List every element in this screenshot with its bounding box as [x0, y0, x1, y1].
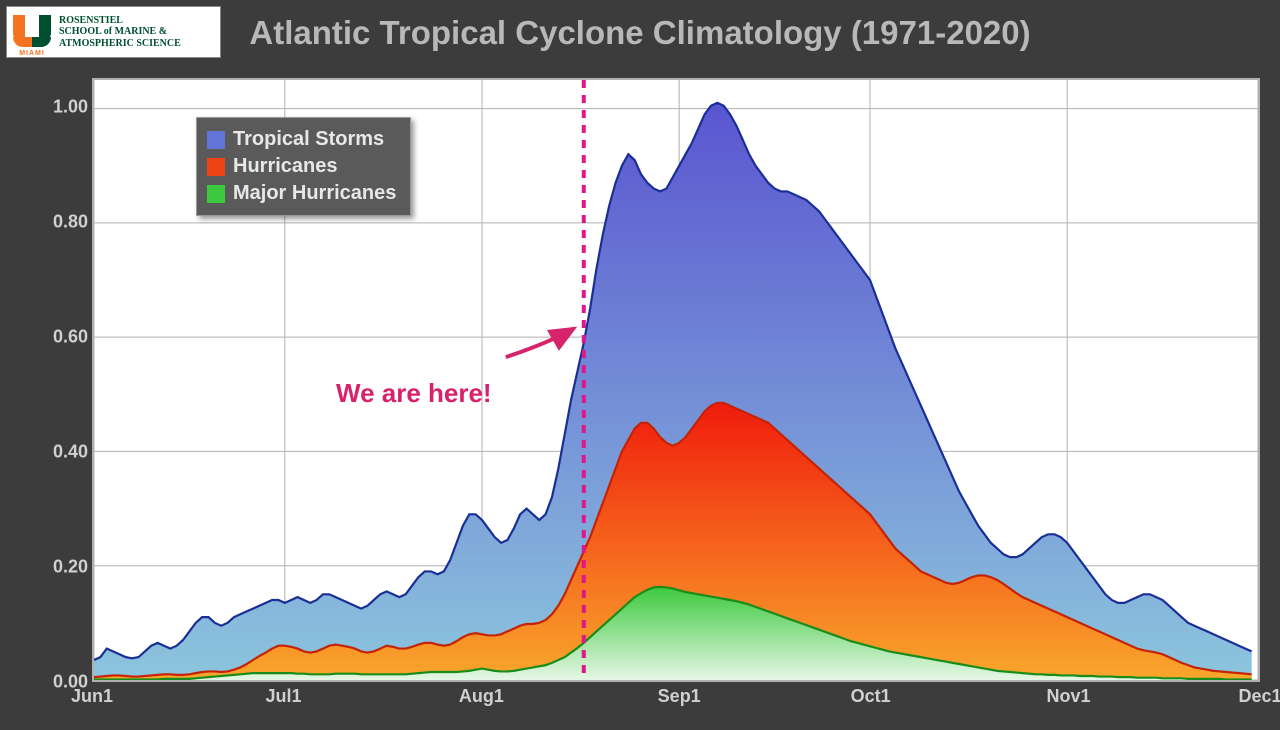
x-tick-label: Sep1: [658, 686, 701, 707]
y-tick-label: 0.80: [38, 211, 88, 232]
legend-label-hurricanes: Hurricanes: [233, 155, 338, 178]
x-tick-label: Jul1: [265, 686, 301, 707]
legend-item-major-hurricanes: Major Hurricanes: [207, 180, 396, 207]
y-tick-label: 0.60: [38, 326, 88, 347]
x-tick-label: Aug1: [459, 686, 504, 707]
chart-title: Atlantic Tropical Cyclone Climatology (1…: [0, 14, 1280, 52]
legend-label-tropical-storms: Tropical Storms: [233, 128, 384, 151]
x-tick-label: Dec1: [1238, 686, 1280, 707]
y-tick-label: 0.20: [38, 556, 88, 577]
legend: Tropical Storms Hurricanes Major Hurrica…: [196, 117, 411, 216]
legend-item-tropical-storms: Tropical Storms: [207, 126, 396, 153]
legend-swatch-hurricanes: [207, 158, 225, 176]
y-tick-label: 0.40: [38, 441, 88, 462]
page: MIAMI ROSENSTIEL SCHOOL of MARINE & ATMO…: [0, 0, 1280, 730]
legend-label-major-hurricanes: Major Hurricanes: [233, 182, 396, 205]
legend-item-hurricanes: Hurricanes: [207, 153, 396, 180]
x-tick-label: Jun1: [71, 686, 113, 707]
x-tick-label: Nov1: [1047, 686, 1091, 707]
legend-swatch-major-hurricanes: [207, 185, 225, 203]
annotation-we-are-here: We are here!: [336, 378, 492, 409]
legend-swatch-tropical-storms: [207, 131, 225, 149]
y-tick-label: 1.00: [38, 96, 88, 117]
x-tick-label: Oct1: [851, 686, 891, 707]
